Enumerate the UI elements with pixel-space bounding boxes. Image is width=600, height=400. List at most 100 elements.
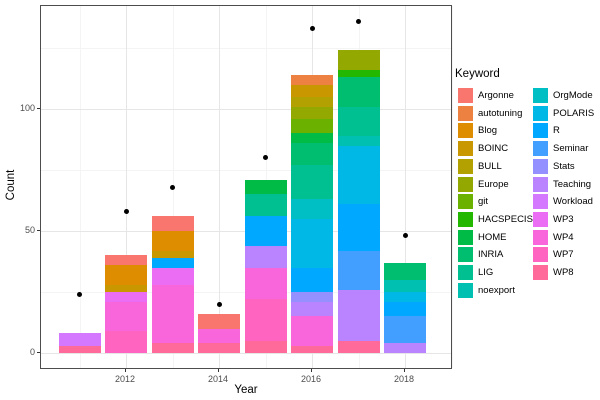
bar-segment [291,84,333,97]
legend-swatch-HOME [458,229,473,245]
x-tick-label: 2018 [393,374,415,384]
bar-segment [151,250,194,258]
gridline-major [126,6,127,368]
bar-segment [337,289,380,341]
bar-segment [337,50,380,70]
x-tick-label: 2012 [114,374,136,384]
bar-segment [337,340,380,353]
legend-label-WP3: WP3 [553,213,574,225]
bar-segment [244,299,287,341]
bar-segment [105,265,147,285]
bar-segment [105,331,147,353]
legend-swatch-R [533,123,548,139]
x-tick-mark [404,369,405,372]
y-tick-mark [37,108,40,109]
legend-label-POLARIS: POLARIS [553,107,595,119]
legend-swatch-WP4 [533,229,548,245]
bar-segment [244,216,287,246]
bar-segment [58,345,101,353]
bar-segment [105,255,147,266]
bar-segment [384,343,426,353]
bar-segment [244,245,287,268]
legend-swatch-git [458,194,473,210]
legend-swatch-BOINC [458,141,473,157]
scatter-dot [263,155,268,161]
bar-segment [151,284,194,344]
bar-segment [337,135,380,146]
bar-segment [244,340,287,353]
bar-segment [337,106,380,136]
legend-swatch-WP8 [533,265,548,280]
legend-swatch-LIG [458,265,473,280]
legend-swatch-WP7 [533,247,548,263]
bar-segment [384,262,426,280]
legend-label-Stats: Stats [553,160,575,172]
bar-segment [105,284,147,292]
legend-swatch-HACSPECIS [458,211,473,227]
bar-segment [291,345,333,353]
y-tick-label: 50 [24,225,35,235]
bar-segment [244,267,287,300]
bar-segment [384,292,426,302]
y-tick-mark [37,352,40,353]
bar-segment [337,204,380,251]
legend-label-WP7: WP7 [553,249,574,261]
bar-segment [384,301,426,317]
legend: Keyword Argonne autotuning Blog BOINC BULL Eu… [453,64,599,324]
bar-segment [291,118,333,134]
legend-label-WP8: WP8 [553,267,574,278]
bar-segment [337,69,380,78]
scatter-dot [356,18,361,24]
legend-swatch-Europe [458,176,473,192]
x-tick-mark [311,369,312,372]
gridline-minor [41,48,451,49]
legend-swatch-OrgMode [533,88,548,103]
bar-segment [291,106,333,119]
legend-label-BOINC: BOINC [478,143,509,155]
scatter-dot [170,184,175,190]
bar-segment [244,194,287,217]
y-axis-title: Count [5,169,17,201]
gridline-major [219,6,220,368]
legend-label-BULL: BULL [478,160,502,172]
scatter-dot [402,233,408,239]
legend-swatch-WP3 [533,211,548,227]
legend-label-HACSPECIS: HACSPECIS [478,213,533,225]
bar-segment [291,143,333,166]
y-tick-label: 100 [19,103,35,113]
plot-panel [40,5,453,369]
bar-segment [291,199,333,219]
gridline-major [405,6,406,368]
x-tick-label: 2014 [207,374,229,384]
bar-segment [291,165,333,200]
legend-swatch-POLARIS [533,105,548,121]
x-tick-label: 2016 [300,374,322,384]
bar-segment [291,267,333,292]
legend-swatch-Stats [533,158,548,174]
scatter-dot [123,208,129,214]
legend-label-Seminar: Seminar [553,143,589,155]
bar-segment [151,231,194,251]
gridline-major [41,109,451,110]
legend-swatch-Workload [533,194,548,210]
y-tick-label: 0 [29,347,35,357]
bar-segment [337,145,380,205]
bar-segment [151,257,194,268]
legend-swatch-Teaching [533,176,548,192]
legend-label-Teaching: Teaching [553,178,592,190]
x-tick-mark [125,369,126,372]
bar-segment [291,96,333,107]
legend-label-R: R [553,125,560,137]
bar-segment [337,77,380,107]
legend-label-Workload: Workload [553,196,593,208]
bar-segment [384,279,426,292]
bar-segment [151,343,194,353]
scatter-dot [216,301,222,307]
legend-label-git: git [478,196,489,208]
legend-label-INRIA: INRIA [478,249,504,261]
legend-title: Keyword [455,68,500,80]
legend-swatch-INRIA [458,247,473,263]
bar-segment [198,343,240,353]
legend-label-Europe: Europe [478,178,509,190]
